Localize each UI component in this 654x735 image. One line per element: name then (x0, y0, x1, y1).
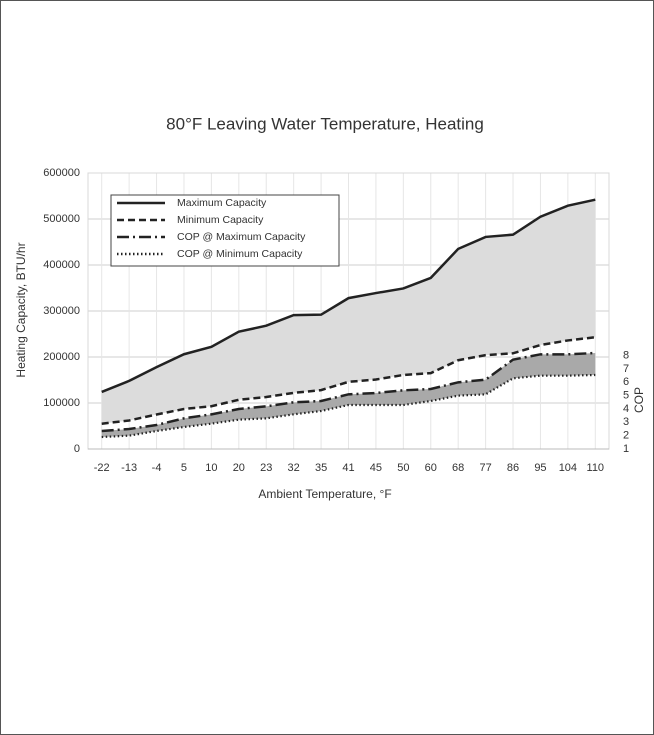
series-line (101, 335, 596, 425)
y2-axis-label: COP (632, 387, 646, 413)
y-tick-label: 200000 (43, 351, 80, 363)
x-tick-label: 41 (342, 462, 354, 474)
chart-title: 80°F Leaving Water Temperature, Heating (166, 114, 484, 133)
x-tick-label: 68 (452, 462, 464, 474)
y-tick-label: 400000 (43, 259, 80, 271)
y2-tick-label: 8 (623, 350, 629, 362)
x-tick-label: -13 (121, 462, 137, 474)
band-fill (101, 199, 596, 424)
legend-label: COP @ Minimum Capacity (177, 248, 303, 260)
x-tick-label: -4 (152, 462, 162, 474)
y2-tick-label: 7 (623, 363, 629, 375)
x-tick-label: 95 (534, 462, 546, 474)
series-line (101, 373, 596, 439)
x-tick-label: 86 (507, 462, 519, 474)
y2-tick-label: 2 (623, 430, 629, 442)
y-tick-label: 300000 (43, 305, 80, 317)
x-tick-label: 35 (315, 462, 327, 474)
y-tick-label: 0 (74, 443, 80, 455)
x-axis-label: Ambient Temperature, °F (258, 487, 391, 501)
x-tick-label: 110 (587, 462, 605, 474)
series-line (101, 351, 596, 433)
series-line (101, 198, 596, 394)
x-tick-label: 45 (370, 462, 382, 474)
y-tick-label: 600000 (43, 167, 80, 179)
x-tick-label: 10 (205, 462, 217, 474)
x-tick-label: 5 (181, 462, 187, 474)
x-tick-label: 32 (288, 462, 300, 474)
y-tick-label: 100000 (43, 397, 80, 409)
legend-label: Maximum Capacity (177, 197, 267, 209)
x-tick-label: 60 (425, 462, 437, 474)
legend-label: COP @ Maximum Capacity (177, 231, 306, 243)
y2-tick-label: 5 (623, 390, 629, 402)
x-tick-label: 104 (559, 462, 577, 474)
x-tick-label: -22 (94, 462, 110, 474)
x-tick-label: 77 (479, 462, 491, 474)
x-tick-label: 20 (233, 462, 245, 474)
x-tick-label: 23 (260, 462, 272, 474)
y-axis-label: Heating Capacity, BTU/hr (14, 242, 28, 377)
y2-tick-label: 3 (623, 416, 629, 428)
lines (101, 198, 596, 439)
y2-tick-label: 4 (623, 403, 629, 415)
x-tick-label: 50 (397, 462, 409, 474)
y-tick-label: 500000 (43, 213, 80, 225)
y2-tick-label: 1 (623, 443, 629, 455)
legend-label: Minimum Capacity (177, 214, 264, 226)
y2-tick-label: 6 (623, 376, 629, 388)
